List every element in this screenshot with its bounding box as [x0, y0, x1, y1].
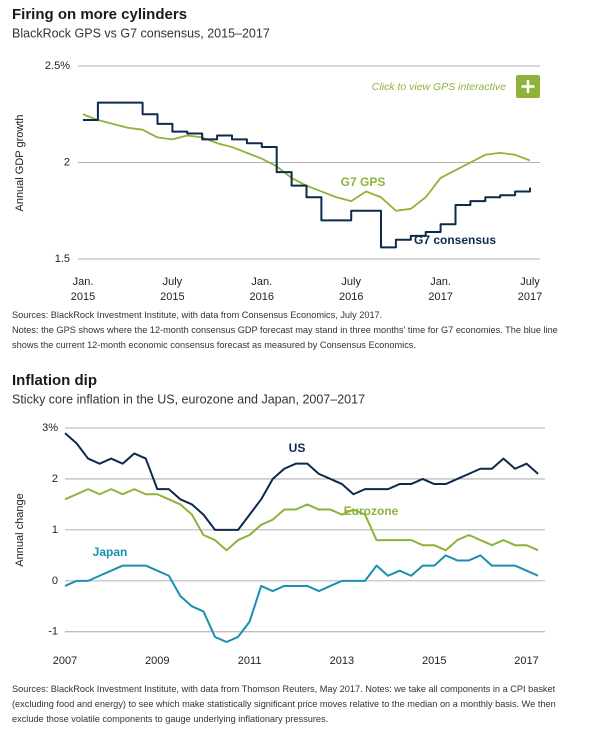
x-tick-label: 2009: [145, 655, 169, 667]
x-tick-label: 2013: [330, 655, 354, 667]
x-tick-label: Jan. 2015: [71, 276, 95, 303]
line: [83, 101, 531, 249]
y-tick-label: 0: [52, 575, 58, 587]
x-tick-label: Jan. 2016: [250, 276, 274, 303]
y-tick-label: 2.5%: [45, 60, 70, 72]
x-tick-label: July 2015: [160, 276, 184, 303]
x-tick-label: 2007: [53, 655, 77, 667]
annotation[interactable]: Click to view GPS interactive: [372, 81, 506, 93]
y-tick-label: 2: [52, 473, 58, 485]
series-label: US: [289, 441, 306, 455]
x-tick-label: 2015: [422, 655, 446, 667]
chart-subtitle: Sticky core inflation in the US, eurozon…: [12, 392, 365, 406]
x-tick-label: Jan. 2017: [428, 276, 452, 303]
line: [64, 432, 539, 531]
line: [64, 488, 539, 552]
x-tick-label: July 2017: [518, 276, 542, 303]
x-tick-label: July 2016: [339, 276, 363, 303]
series-label: G7 consensus: [414, 233, 496, 247]
series-label: Eurozone: [344, 504, 399, 518]
y-tick-label: 1: [52, 524, 58, 536]
x-tick-label: 2017: [514, 655, 538, 667]
y-tick-label: 2: [64, 156, 70, 168]
source: Sources: BlackRock Investment Institute,…: [12, 684, 556, 724]
series-label: Japan: [93, 545, 128, 559]
y-axis-label: Annual GDP growth: [14, 114, 26, 211]
chart-title: Inflation dip: [12, 372, 97, 389]
series-label: G7 GPS: [341, 175, 386, 189]
line: [64, 554, 539, 643]
y-tick-label: -1: [48, 626, 58, 638]
y-axis-label: Annual change: [14, 493, 26, 566]
source: Sources: BlackRock Investment Institute,…: [12, 310, 383, 320]
y-tick-label: 3%: [42, 422, 58, 434]
plus-button[interactable]: [516, 75, 540, 98]
notes: Notes: the GPS shows where the 12-month …: [12, 325, 558, 350]
chart-title: Firing on more cylinders: [12, 6, 187, 23]
chart-subtitle: BlackRock GPS vs G7 consensus, 2015–2017: [12, 26, 270, 40]
x-tick-label: 2011: [238, 655, 262, 667]
y-tick-label: 1.5: [55, 253, 70, 265]
